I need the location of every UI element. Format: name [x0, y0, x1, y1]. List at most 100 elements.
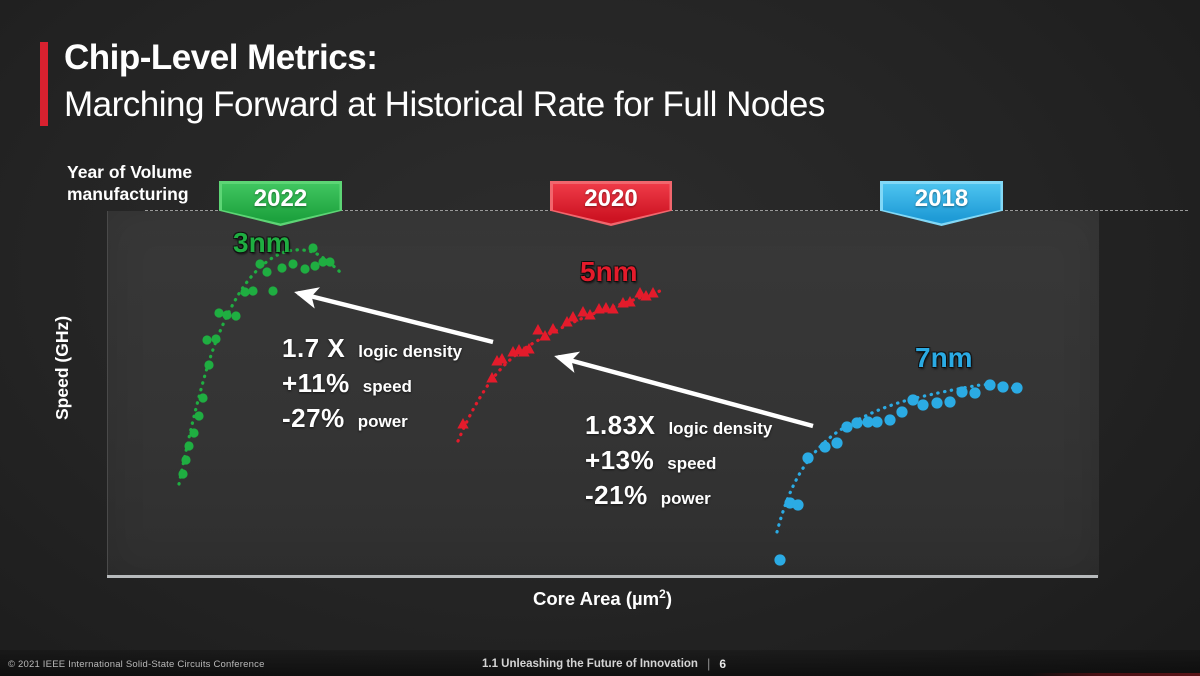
- data-point-7nm: [917, 399, 929, 411]
- footer-copyright: © 2021 IEEE International Solid-State Ci…: [8, 659, 265, 670]
- x-axis-label: Core Area (µm2): [107, 587, 1098, 610]
- series-7nm: [774, 379, 1025, 566]
- logic-density-label: logic density: [668, 419, 773, 438]
- data-point-3nm: [184, 441, 194, 451]
- annotation-row: -21% power: [585, 480, 772, 511]
- bottom-red-edge: [1030, 673, 1200, 676]
- data-point-3nm: [277, 263, 287, 273]
- data-point-3nm: [222, 310, 232, 320]
- trend-line-7nm: [775, 383, 1025, 534]
- data-point-3nm: [325, 257, 335, 267]
- x-axis-label-suffix: ): [665, 588, 672, 610]
- power-label: power: [660, 489, 711, 508]
- data-point-3nm: [300, 264, 310, 274]
- x-axis-label-sup: 2: [659, 587, 666, 601]
- data-point-5nm: [607, 303, 619, 314]
- footer-session-title: 1.1 Unleashing the Future of Innovation: [482, 657, 698, 670]
- data-point-3nm: [231, 311, 241, 321]
- data-point-7nm: [896, 406, 908, 418]
- data-point-3nm: [310, 261, 320, 271]
- series-label-5nm: 5nm: [580, 256, 638, 287]
- data-point-5nm: [496, 353, 508, 364]
- year-of-volume-label-line1: Year of Volume: [67, 162, 193, 182]
- annotation-row: +13% speed: [585, 445, 772, 476]
- data-point-5nm: [600, 302, 612, 313]
- data-point-7nm: [841, 421, 853, 433]
- data-point-7nm: [819, 441, 831, 453]
- data-point-7nm: [792, 499, 804, 511]
- year-of-volume-label-line2: manufacturing: [67, 184, 189, 204]
- year-badge-2018-text: 2018: [914, 184, 969, 212]
- data-point-3nm: [198, 393, 208, 403]
- data-point-5nm: [577, 306, 589, 317]
- data-point-3nm: [240, 287, 250, 297]
- annotation-row: 1.7 X logic density: [282, 333, 462, 364]
- year-badge-2022-text: 2022: [253, 184, 308, 212]
- data-point-7nm: [831, 437, 843, 449]
- data-point-5nm: [567, 311, 579, 322]
- data-point-5nm: [486, 372, 498, 383]
- year-badge-2020-text: 2020: [584, 184, 638, 212]
- data-point-7nm: [802, 452, 814, 464]
- annotation-3nm-vs-5nm: 1.7 X logic density +11% speed -27% powe…: [282, 333, 462, 438]
- slide-title-line2: Marching Forward at Historical Rate for …: [64, 85, 825, 124]
- x-axis-line: [107, 575, 1098, 578]
- annotation-row: +11% speed: [282, 368, 462, 399]
- series-label-3nm: 3nm: [233, 227, 291, 258]
- speed-value: +11%: [282, 368, 350, 398]
- footer-page-number: 6: [719, 656, 727, 671]
- data-point-3nm: [288, 259, 298, 269]
- data-point-3nm: [178, 469, 188, 479]
- comparison-arrow-1: [294, 287, 494, 345]
- power-label: power: [357, 412, 408, 431]
- annotation-5nm-vs-7nm: 1.83X logic density +13% speed -21% powe…: [585, 410, 772, 515]
- data-point-3nm: [248, 286, 258, 296]
- data-point-7nm: [884, 414, 896, 426]
- data-point-7nm: [851, 417, 863, 429]
- data-point-3nm: [262, 267, 272, 277]
- x-axis-label-text: Core Area (µm: [532, 588, 660, 610]
- speed-value: +13%: [585, 445, 655, 475]
- data-point-3nm: [268, 286, 278, 296]
- data-point-5nm: [634, 287, 646, 298]
- data-point-3nm: [318, 257, 328, 267]
- data-point-5nm: [647, 287, 659, 298]
- data-point-5nm: [523, 343, 535, 354]
- data-point-7nm: [774, 554, 786, 566]
- data-point-5nm: [518, 346, 530, 357]
- data-point-7nm: [944, 396, 956, 408]
- slide-title-line1: Chip-Level Metrics:: [64, 38, 378, 77]
- data-point-3nm: [204, 360, 214, 370]
- data-point-5nm: [624, 296, 636, 307]
- data-point-7nm: [969, 387, 981, 399]
- footer-session: 1.1 Unleashing the Future of Innovation …: [482, 656, 726, 671]
- data-point-3nm: [308, 243, 318, 253]
- footer-divider: |: [706, 656, 711, 671]
- speed-label: speed: [362, 377, 412, 396]
- data-point-7nm: [984, 379, 996, 391]
- data-point-3nm: [214, 308, 224, 318]
- data-point-3nm: [181, 455, 191, 465]
- data-point-5nm: [640, 290, 652, 301]
- series-label-7nm: 7nm: [915, 342, 973, 373]
- logic-density-label: logic density: [358, 342, 463, 361]
- data-point-5nm: [457, 418, 469, 429]
- data-point-5nm: [584, 309, 596, 320]
- chart-plot-area: [107, 211, 1099, 577]
- data-point-5nm: [539, 330, 551, 341]
- data-point-7nm: [931, 397, 943, 409]
- data-point-7nm: [871, 416, 883, 428]
- slide-title: Chip-Level Metrics: Marching Forward at …: [64, 34, 825, 128]
- data-point-7nm: [862, 416, 874, 428]
- logic-density-value: 1.7 X: [282, 333, 346, 363]
- data-point-3nm: [194, 411, 204, 421]
- series-5nm: [456, 287, 662, 443]
- title-accent-bar: [40, 42, 48, 126]
- data-point-5nm: [561, 316, 573, 327]
- data-point-5nm: [547, 323, 559, 334]
- data-point-3nm: [202, 335, 212, 345]
- power-value: -21%: [585, 480, 648, 510]
- data-point-5nm: [532, 324, 544, 335]
- data-point-7nm: [956, 386, 968, 398]
